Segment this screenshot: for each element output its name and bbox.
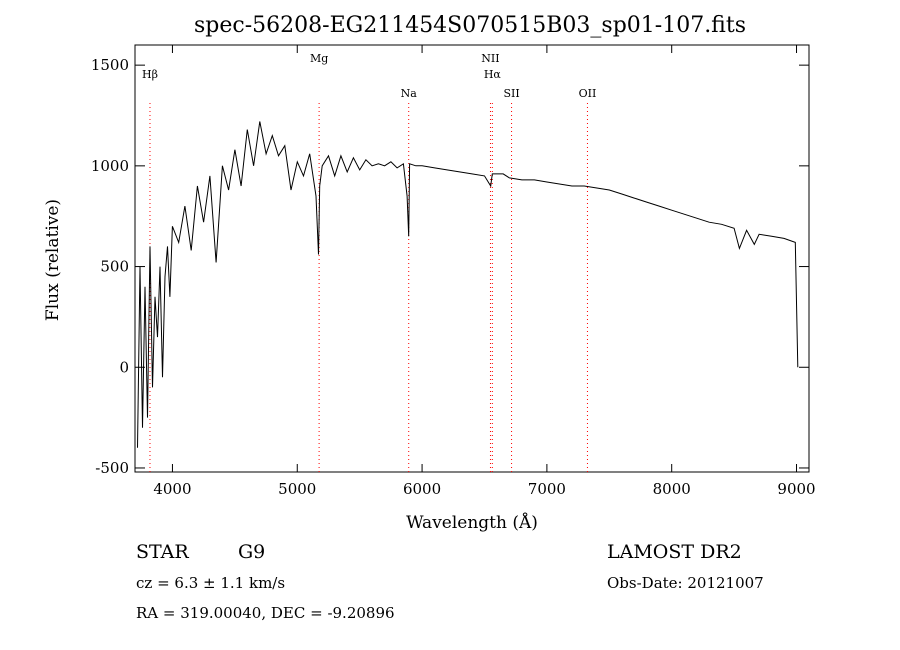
spectral-line-label: NII — [481, 52, 499, 65]
x-tick-label: 7000 — [528, 480, 566, 498]
spectral-line-label: Hβ — [142, 68, 158, 81]
x-axis-title: Wavelength (Å) — [406, 512, 538, 533]
x-tick-label: 8000 — [653, 480, 691, 498]
spectral-line-label: SII — [503, 87, 519, 100]
y-tick-label: 1500 — [91, 56, 129, 74]
plot-frame — [134, 44, 810, 473]
redshift-velocity: cz = 6.3 ± 1.1 km/s — [136, 574, 286, 592]
x-tick-label: 9000 — [777, 480, 815, 498]
chart-title: spec-56208-EG211454S070515B03_sp01-107.f… — [194, 13, 746, 38]
y-tick-label: 1000 — [91, 157, 129, 175]
y-tick-label: 0 — [119, 358, 129, 376]
x-tick-label: 6000 — [403, 480, 441, 498]
spectral-line-label: Mg — [310, 52, 328, 65]
spectrum-line — [137, 121, 799, 448]
spectral-line-label: OII — [579, 87, 597, 100]
object-subclass: G9 — [238, 541, 266, 563]
y-tick-label: -500 — [95, 459, 129, 477]
y-axis-title: Flux (relative) — [43, 199, 63, 321]
object-class: STAR — [136, 541, 189, 563]
observation-date: Obs-Date: 20121007 — [607, 574, 764, 592]
spectral-line-label: Na — [401, 87, 418, 100]
survey-name: LAMOST DR2 — [607, 541, 742, 563]
y-tick-label: 500 — [100, 258, 129, 276]
x-tick-label: 4000 — [153, 480, 191, 498]
spectral-line-label: Hα — [484, 68, 502, 81]
spectrum-chart: spec-56208-EG211454S070515B03_sp01-107.f… — [43, 13, 816, 533]
axis-ticks: 4000 5000 6000 7000 8000 9000 -500 0 500 1000 1500 — [91, 45, 816, 498]
x-tick-label: 5000 — [278, 480, 316, 498]
coordinates: RA = 319.00040, DEC = -9.20896 — [136, 604, 395, 622]
